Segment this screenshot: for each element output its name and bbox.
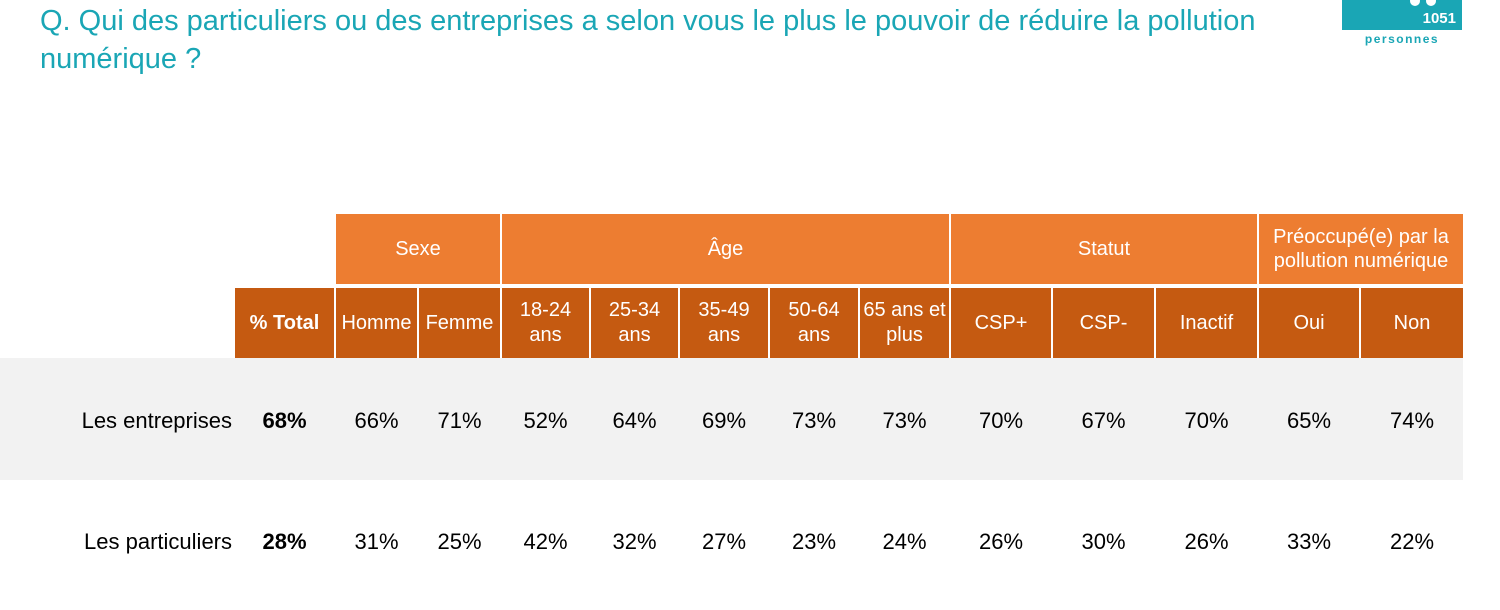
table-cell: 26% — [1184, 529, 1229, 554]
table-cell: 32% — [612, 529, 657, 554]
table-cell: 71% — [437, 408, 482, 433]
table-cell: 66% — [354, 408, 399, 433]
column-header-50-64: 50-64 ans — [770, 288, 858, 358]
column-header-25-34: 25-34 ans — [591, 288, 678, 358]
table-cell: 27% — [701, 529, 747, 554]
sample-label: personnes — [1364, 32, 1440, 46]
table-cell: 73% — [882, 408, 927, 433]
column-header-homme: Homme — [336, 288, 417, 358]
table-cell: 73% — [791, 408, 837, 433]
table-cell: 70% — [1184, 408, 1229, 433]
group-header-statut: Statut — [951, 214, 1257, 284]
column-header-total: % Total — [235, 288, 334, 358]
table-cell-total: 28% — [262, 529, 307, 554]
row-label: Les entreprises — [81, 408, 232, 433]
column-header-inactif: Inactif — [1156, 288, 1257, 358]
table-cell: 74% — [1389, 408, 1435, 433]
table-cell: 31% — [354, 529, 399, 554]
table-cell: 67% — [1081, 408, 1126, 433]
table-cell: 69% — [701, 408, 747, 433]
table-cell: 22% — [1389, 529, 1435, 554]
table-cell: 70% — [978, 408, 1024, 433]
column-header-35-49: 35-49 ans — [680, 288, 768, 358]
table-cell: 52% — [523, 408, 568, 433]
person-icon — [1410, 0, 1420, 6]
table-cell: 33% — [1286, 529, 1332, 554]
table-cell-total: 68% — [262, 408, 307, 433]
group-header-sexe: Sexe — [336, 214, 500, 284]
column-header-non: Non — [1361, 288, 1463, 358]
column-header-18-24: 18-24 ans — [502, 288, 589, 358]
table-cell: 42% — [523, 529, 568, 554]
table-cell: 23% — [791, 529, 837, 554]
group-header-age: Âge — [502, 214, 949, 284]
column-header-csp-minus: CSP- — [1053, 288, 1154, 358]
sample-count: 1051 — [1342, 0, 1462, 30]
column-header-65-plus: 65 ans et plus — [860, 288, 949, 358]
table-cell: 24% — [882, 529, 927, 554]
table-cell: 65% — [1286, 408, 1332, 433]
group-header-preoccupe: Préoccupé(e) par la pollution numérique — [1259, 214, 1463, 284]
column-header-csp-plus: CSP+ — [951, 288, 1051, 358]
table-cell: 30% — [1081, 529, 1126, 554]
table-cell: 26% — [978, 529, 1024, 554]
table-cell: 25% — [437, 529, 482, 554]
question-text: Q. Qui des particuliers ou des entrepris… — [40, 5, 1256, 75]
table-cell: 64% — [612, 408, 657, 433]
person-icon — [1426, 0, 1436, 6]
column-header-femme: Femme — [419, 288, 500, 358]
row-label: Les particuliers — [84, 529, 232, 554]
row-background — [0, 358, 1463, 480]
sample-size-badge: 1051 personnes — [1340, 0, 1464, 50]
column-header-oui: Oui — [1259, 288, 1359, 358]
